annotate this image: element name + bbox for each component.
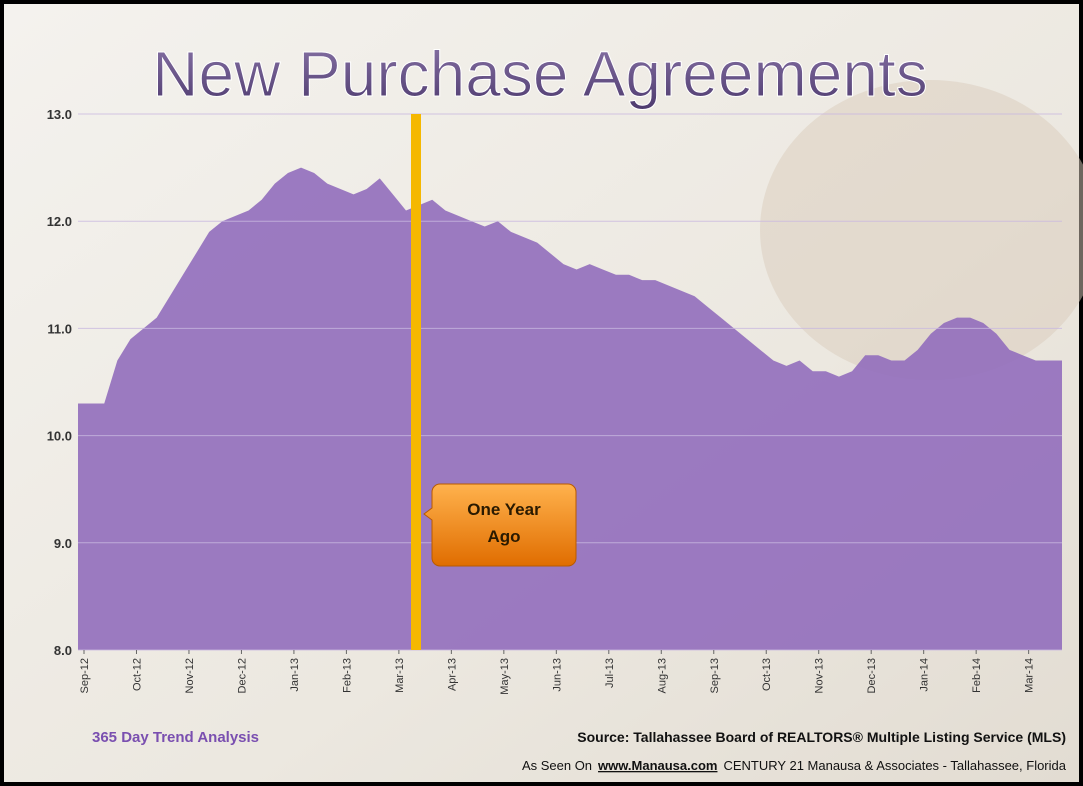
x-tick-label: Oct-13 <box>761 658 773 691</box>
y-tick-label: 12.0 <box>47 214 72 229</box>
chart-title: New Purchase Agreements <box>152 38 928 110</box>
footer-credit: As Seen On www.Manausa.com CENTURY 21 Mana… <box>522 758 1067 773</box>
x-tick-label: Jan-13 <box>289 658 301 692</box>
x-tick-label: Feb-14 <box>971 658 983 693</box>
annotation: Ago <box>487 527 520 546</box>
company: CENTURY 21 Manausa & Associates - Tallah… <box>723 758 1066 773</box>
marker-line <box>411 114 421 650</box>
x-tick-label: Dec-13 <box>866 658 878 693</box>
area <box>78 167 1062 650</box>
y-tick-label: 9.0 <box>54 536 72 551</box>
x-tick-label: Aug-13 <box>656 658 668 693</box>
x-tick-label: Apr-13 <box>446 658 458 691</box>
x-tick-label: Oct-12 <box>131 658 143 691</box>
y-tick-label: 13.0 <box>47 107 72 122</box>
y-tick-label: 11.0 <box>47 321 72 336</box>
x-tick-label: Jun-13 <box>551 658 563 692</box>
annotation-box <box>423 483 577 567</box>
x-tick-label: Jul-13 <box>604 658 616 688</box>
y-tick-label: 10.0 <box>47 429 72 444</box>
footer-left: 365 Day Trend Analysis <box>92 729 259 746</box>
background-photo <box>760 80 1083 380</box>
annotation: One Year <box>467 500 541 519</box>
x-tick-label: Mar-13 <box>394 658 406 693</box>
x-tick-label: Jan-14 <box>919 658 931 692</box>
footer-source: Source: Tallahassee Board of REALTORS® M… <box>577 729 1066 745</box>
x-tick-label: Mar-14 <box>1024 658 1036 693</box>
x-tick-label: Sep-12 <box>79 658 91 693</box>
x-tick-label: Nov-13 <box>814 658 826 693</box>
x-tick-label: Dec-12 <box>236 658 248 693</box>
x-tick-label: Sep-13 <box>709 658 721 693</box>
site-link[interactable]: www.Manausa.com <box>597 758 717 773</box>
x-tick-label: May-13 <box>499 658 511 695</box>
x-tick-label: Feb-13 <box>341 658 353 693</box>
y-tick-label: 8.0 <box>54 643 72 658</box>
seen-on: As Seen On <box>522 758 592 773</box>
x-tick-label: Nov-12 <box>184 658 196 693</box>
